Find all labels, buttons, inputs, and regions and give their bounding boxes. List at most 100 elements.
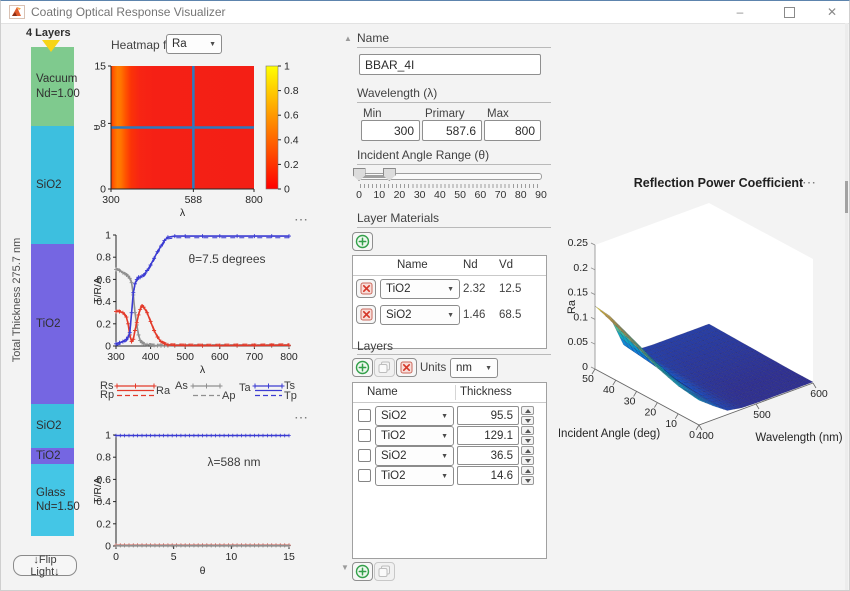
svg-text:0.1: 0.1 — [573, 311, 588, 323]
surface-plot-menu[interactable]: ⋯ — [802, 174, 817, 190]
slider-tick-label: 40 — [434, 189, 446, 201]
svg-text:Ra: Ra — [566, 299, 578, 314]
svg-text:0.4: 0.4 — [96, 296, 111, 308]
delete-material-button[interactable] — [356, 305, 376, 324]
layer-thickness-field[interactable]: 129.1 — [457, 426, 519, 445]
increment-button[interactable] — [521, 426, 534, 435]
chevron-down-icon: ▼ — [209, 40, 216, 48]
delete-material-button[interactable] — [356, 279, 376, 298]
wavelength-min-field[interactable]: 300 — [361, 120, 420, 141]
close-button[interactable]: ✕ — [826, 5, 838, 19]
increment-button[interactable] — [521, 406, 534, 415]
spectral-plot-menu[interactable]: ⋯ — [294, 211, 309, 227]
scroll-down-icon[interactable]: ▼ — [341, 563, 349, 572]
maximize-button[interactable] — [769, 1, 809, 23]
svg-text:Ap: Ap — [222, 390, 235, 402]
flip-light-button[interactable]: ↓Flip Light↓ — [13, 554, 77, 578]
surface-chart[interactable]: 0 0.05 0.1 0.15 0.2 0.25 Ra 0 10 20 30 40 50 400 500 60… — [559, 169, 850, 454]
stack-layer-glass[interactable]: Glass Nd=1.50 — [31, 464, 80, 536]
layer-select-checkbox[interactable] — [358, 409, 371, 422]
heatmap-target-dropdown[interactable]: Ra ▼ — [166, 34, 222, 54]
svg-text:400: 400 — [696, 430, 714, 442]
material-nd-value: 1.46 — [463, 309, 486, 321]
material-row: SiO2 ▼ 1.46 68.5 — [353, 304, 546, 328]
stack-layer-sio2[interactable]: SiO2 — [31, 404, 74, 448]
layer-select-checkbox[interactable] — [358, 429, 371, 442]
layer-name-dropdown[interactable]: TiO2 ▼ — [375, 466, 454, 486]
svg-text:Rs: Rs — [100, 380, 114, 392]
angular-response-chart[interactable]: 0 5 10 15 0 0.2 0.4 0.6 0.8 1 θ T/R/A λ=588 nm — [94, 411, 334, 589]
decrement-button[interactable] — [521, 436, 534, 445]
append-layer-button[interactable] — [352, 562, 373, 581]
layer-thickness-field[interactable]: 95.5 — [457, 406, 519, 425]
svg-text:8: 8 — [100, 118, 106, 130]
layer-name-dropdown[interactable]: SiO2 ▼ — [375, 446, 454, 466]
material-name-dropdown[interactable]: TiO2 ▼ — [380, 279, 460, 299]
stack-layer-label: SiO2 — [36, 419, 62, 432]
layer-select-checkbox[interactable] — [358, 449, 371, 462]
layer-name-dropdown[interactable]: TiO2 ▼ — [375, 426, 454, 446]
scrollbar-thumb[interactable] — [845, 181, 848, 213]
svg-text:0: 0 — [582, 361, 588, 373]
material-nd-value: 2.32 — [463, 283, 486, 295]
add-material-button[interactable] — [352, 232, 373, 251]
svg-text:0.2: 0.2 — [96, 318, 111, 330]
decrement-button[interactable] — [521, 456, 534, 465]
layer-select-checkbox[interactable] — [358, 469, 371, 482]
add-layer-button[interactable] — [352, 358, 373, 377]
decrement-button[interactable] — [521, 416, 534, 425]
material-name-dropdown[interactable]: SiO2 ▼ — [380, 305, 460, 325]
section-name-header: Name — [357, 31, 390, 45]
angle-slider-range — [359, 175, 390, 178]
duplicate-layer-button[interactable] — [374, 358, 395, 377]
svg-text:θ: θ — [200, 565, 206, 577]
svg-text:0: 0 — [105, 541, 111, 553]
spectral-response-chart[interactable]: 300 400 500 600 700 800 0 0.2 0.4 0.6 0.8 1 λ T/R/A θ=… — [94, 215, 334, 377]
svg-text:Tp: Tp — [284, 390, 297, 402]
layer-name-dropdown[interactable]: SiO2 ▼ — [375, 406, 454, 426]
wavelength-primary-field[interactable]: 587.6 — [422, 120, 482, 141]
layer-stack[interactable]: Vacuum Nd=1.00 SiO2 TiO2 SiO2 TiO2 Glass Nd=1.5… — [31, 47, 80, 536]
svg-text:1: 1 — [105, 430, 111, 442]
svg-text:30: 30 — [624, 395, 636, 407]
divider — [357, 102, 551, 103]
thickness-spinner — [521, 406, 534, 425]
svg-text:0.4: 0.4 — [284, 134, 299, 146]
layer-thickness-field[interactable]: 14.6 — [457, 466, 519, 485]
heatmap-chart[interactable]: 300 588 800 0 8 15 λ θ 0 0.2 0.4 0.6 0.8 1 — [94, 53, 334, 223]
section-angle-header: Incident Angle Range (θ) — [357, 148, 490, 162]
decrement-button[interactable] — [521, 476, 534, 485]
layers-col-thickness: Thickness — [460, 386, 512, 398]
stack-layer-tio2[interactable]: TiO2 — [31, 244, 74, 404]
materials-col-vd: Vd — [499, 259, 514, 271]
name-input[interactable]: BBAR_4I — [359, 54, 541, 75]
svg-text:10: 10 — [225, 551, 237, 563]
stack-layer-sio2[interactable]: SiO2 — [31, 126, 74, 244]
angular-plot-menu[interactable]: ⋯ — [294, 409, 309, 425]
wavelength-max-field[interactable]: 800 — [484, 120, 541, 141]
svg-text:10: 10 — [665, 418, 677, 430]
svg-text:1: 1 — [105, 230, 111, 242]
slider-tick-label: 0 — [356, 189, 362, 201]
svg-text:0.6: 0.6 — [96, 474, 111, 486]
svg-text:Ta: Ta — [239, 382, 252, 394]
duplicate-append-button[interactable] — [374, 562, 395, 581]
angle-slider-high-thumb[interactable] — [382, 168, 396, 181]
layer-thickness-field[interactable]: 36.5 — [457, 446, 519, 465]
scroll-up-icon[interactable]: ▲ — [344, 34, 352, 43]
materials-col-nd: Nd — [463, 259, 478, 271]
svg-text:Ra: Ra — [156, 385, 171, 397]
divider — [455, 385, 456, 400]
minimize-button[interactable]: – — [736, 5, 744, 19]
stack-layer-tio2[interactable]: TiO2 — [31, 448, 74, 464]
chevron-down-icon: ▼ — [447, 285, 454, 293]
slider-tick-label: 50 — [454, 189, 466, 201]
increment-button[interactable] — [521, 466, 534, 475]
stack-layer-vacuum[interactable]: Vacuum Nd=1.00 — [31, 47, 80, 126]
scrollbar[interactable] — [845, 23, 848, 590]
increment-button[interactable] — [521, 446, 534, 455]
angle-slider-low-thumb[interactable] — [352, 168, 366, 181]
delete-layer-button[interactable] — [396, 358, 417, 377]
units-dropdown[interactable]: nm ▼ — [450, 358, 498, 378]
